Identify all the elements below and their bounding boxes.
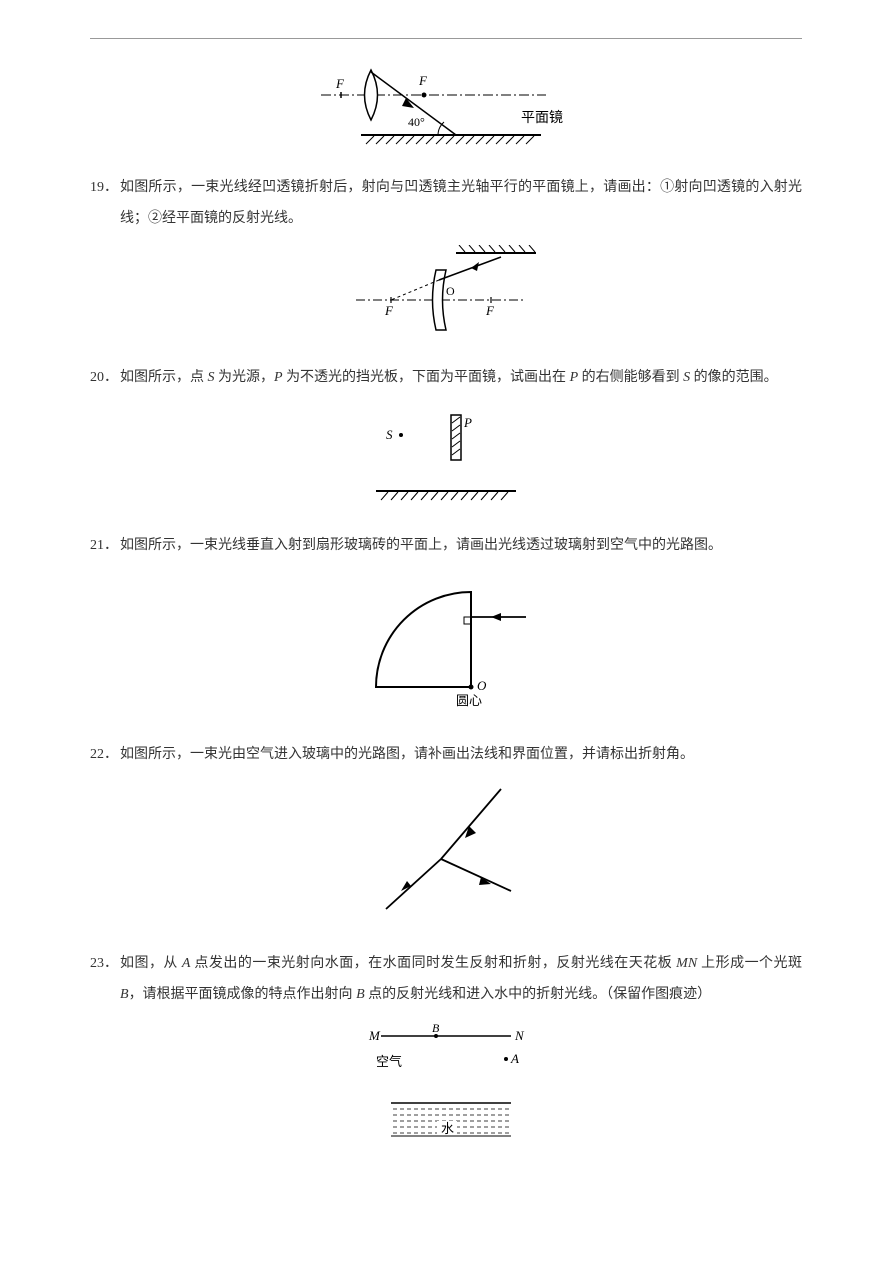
q23-M: M [368, 1028, 381, 1043]
mirror-label: 平面镜 [521, 110, 563, 126]
q21: 21． 如图所示，一束光线垂直入射到扇形玻璃砖的平面上，请画出光线透过玻璃射到空… [90, 531, 802, 722]
q19-figure: F F O [351, 245, 541, 345]
q23-A: A [510, 1051, 519, 1066]
q23: 23． 如图，从 A 点发出的一束光射向水面，在水面同时发生反射和折射，反射光线… [90, 949, 802, 1151]
content-area: F F 40° 平面镜 [90, 50, 802, 1169]
q22-figure [361, 781, 531, 931]
q20-text: 20． 如图所示，点 S 为光源，P 为不透光的挡光板，下面为平面镜，试画出在 … [90, 363, 802, 394]
q21-text: 21． 如图所示，一束光线垂直入射到扇形玻璃砖的平面上，请画出光线透过玻璃射到空… [90, 531, 802, 562]
q19-O: O [446, 284, 455, 298]
figure-top-wrap: F F 40° 平面镜 [90, 60, 802, 155]
q22-number: 22． [90, 740, 120, 771]
label-F-left: F [335, 76, 345, 91]
q23-B: B [432, 1021, 440, 1035]
q21-center-label: 圆心 [456, 693, 482, 708]
q23-text: 23． 如图，从 A 点发出的一束光射向水面，在水面同时发生反射和折射，反射光线… [90, 949, 802, 1011]
q21-figure: O 圆心 [361, 572, 531, 722]
top-rule [90, 38, 802, 39]
q23-N: N [514, 1028, 525, 1043]
q20-figure: S P [356, 403, 536, 513]
q19-number: 19． [90, 173, 120, 235]
q23-air: 空气 [376, 1054, 402, 1069]
q20: 20． 如图所示，点 S 为光源，P 为不透光的挡光板，下面为平面镜，试画出在 … [90, 363, 802, 514]
label-F-right: F [418, 73, 428, 88]
q22-text: 22． 如图所示，一束光由空气进入玻璃中的光路图，请补画出法线和界面位置，并请标… [90, 740, 802, 771]
q20-P-label: P [463, 415, 472, 430]
q19-F-left: F [384, 303, 394, 318]
q23-body: 如图，从 A 点发出的一束光射向水面，在水面同时发生反射和折射，反射光线在天花板… [120, 949, 802, 1011]
svg-text:水: 水 [441, 1121, 454, 1136]
q19-body: 如图所示，一束光线经凹透镜折射后，射向与凹透镜主光轴平行的平面镜上，请画出：①射… [120, 173, 802, 235]
q23-number: 23． [90, 949, 120, 1011]
q21-O-label: O [477, 678, 487, 693]
q20-body: 如图所示，点 S 为光源，P 为不透光的挡光板，下面为平面镜，试画出在 P 的右… [120, 363, 802, 394]
figure-top: F F 40° 平面镜 [316, 60, 576, 155]
q21-body: 如图所示，一束光线垂直入射到扇形玻璃砖的平面上，请画出光线透过玻璃射到空气中的光… [120, 531, 802, 562]
q21-number: 21． [90, 531, 120, 562]
q19-text: 19． 如图所示，一束光线经凹透镜折射后，射向与凹透镜主光轴平行的平面镜上，请画… [90, 173, 802, 235]
q23-figure: M N B A 空气 [341, 1021, 551, 1151]
q19: 19． 如图所示，一束光线经凹透镜折射后，射向与凹透镜主光轴平行的平面镜上，请画… [90, 173, 802, 345]
angle-40: 40° [408, 115, 425, 129]
q19-F-right: F [485, 303, 495, 318]
q20-number: 20． [90, 363, 120, 394]
q20-S-label: S [386, 427, 393, 442]
q22: 22． 如图所示，一束光由空气进入玻璃中的光路图，请补画出法线和界面位置，并请标… [90, 740, 802, 931]
q22-body: 如图所示，一束光由空气进入玻璃中的光路图，请补画出法线和界面位置，并请标出折射角… [120, 740, 802, 771]
